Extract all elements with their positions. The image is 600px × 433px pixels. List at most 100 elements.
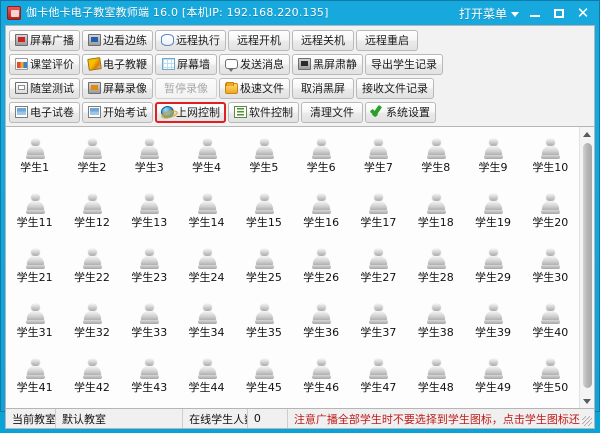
student-item[interactable]: 学生42 [63,353,120,408]
student-item[interactable]: 学生33 [121,298,178,353]
toolbar-button-2-0[interactable]: 随堂测试 [9,77,80,99]
student-item[interactable]: 学生15 [235,188,292,243]
student-item[interactable]: 学生5 [235,133,292,188]
toolbar-row-1: 屏幕广播 边看边练 远程执行 远程开机 远程关机 远程重启 [9,28,593,52]
student-item[interactable]: 学生22 [63,243,120,298]
toolbar-button-0-2[interactable]: 远程执行 [155,29,226,51]
student-avatar-icon [81,302,103,324]
toolbar-button-0-4[interactable]: 远程关机 [292,29,354,51]
open-menu-button[interactable]: 打开菜单 [455,5,523,22]
student-item[interactable]: 学生45 [235,353,292,408]
student-item[interactable]: 学生36 [292,298,349,353]
toolbar-button-3-3[interactable]: 软件控制 [228,101,299,123]
student-item[interactable]: 学生4 [178,133,235,188]
student-name: 学生24 [188,271,225,284]
student-item[interactable]: 学生2 [63,133,120,188]
student-item[interactable]: 学生50 [522,353,579,408]
student-item[interactable]: 学生21 [6,243,63,298]
student-item[interactable]: 学生8 [407,133,464,188]
student-item[interactable]: 学生7 [350,133,407,188]
toolbar-button-2-1[interactable]: 屏幕录像 [82,77,153,99]
student-avatar-icon [367,137,389,159]
toolbar-button-3-4[interactable]: 清理文件 [301,101,363,123]
student-item[interactable]: 学生1 [6,133,63,188]
student-item[interactable]: 学生23 [121,243,178,298]
toolbar-button-0-3[interactable]: 远程开机 [228,29,290,51]
student-name: 学生32 [73,326,110,339]
student-item[interactable]: 学生3 [121,133,178,188]
toolbar-button-1-1[interactable]: 电子教鞭 [82,53,153,75]
student-item[interactable]: 学生25 [235,243,292,298]
student-item[interactable]: 学生39 [464,298,521,353]
student-item[interactable]: 学生19 [464,188,521,243]
toolbar-button-label: 电子试卷 [30,105,74,119]
student-item[interactable]: 学生17 [350,188,407,243]
student-item[interactable]: 学生24 [178,243,235,298]
student-grid[interactable]: 学生1 学生2 学生3 学生4 学生5 学生6 学生7 学生8 学生9 学生10 学生11 学生12 学… [6,127,579,408]
student-item[interactable]: 学生49 [464,353,521,408]
scrollbar-track[interactable] [580,141,595,394]
student-item[interactable]: 学生10 [522,133,579,188]
student-item[interactable]: 学生46 [292,353,349,408]
student-item[interactable]: 学生28 [407,243,464,298]
student-item[interactable]: 学生47 [350,353,407,408]
toolbar-button-2-4[interactable]: 取消黑屏 [292,77,354,99]
student-item[interactable]: 学生40 [522,298,579,353]
toolbar-button-3-0[interactable]: 电子试卷 [9,101,80,123]
toolbar-button-3-2[interactable]: 上网控制 [155,101,226,123]
student-item[interactable]: 学生13 [121,188,178,243]
student-avatar-icon [310,192,332,214]
toolbar-button-2-5[interactable]: 接收文件记录 [356,77,434,99]
close-button[interactable]: ✕ [571,2,595,24]
student-item[interactable]: 学生30 [522,243,579,298]
student-item[interactable]: 学生26 [292,243,349,298]
student-item[interactable]: 学生41 [6,353,63,408]
toolbar-button-3-5[interactable]: 系统设置 [365,101,436,123]
student-avatar-icon [196,192,218,214]
student-item[interactable]: 学生9 [464,133,521,188]
toolbar-button-1-4[interactable]: 黑屏肃静 [292,53,363,75]
toolbar-button-1-0[interactable]: 课堂评价 [9,53,80,75]
student-name: 学生38 [417,326,454,339]
student-avatar-icon [138,137,160,159]
student-item[interactable]: 学生43 [121,353,178,408]
student-item[interactable]: 学生18 [407,188,464,243]
student-item[interactable]: 学生35 [235,298,292,353]
student-item[interactable]: 学生12 [63,188,120,243]
student-name: 学生17 [360,216,397,229]
toolbar-button-0-5[interactable]: 远程重启 [356,29,418,51]
student-item[interactable]: 学生11 [6,188,63,243]
minimize-button[interactable] [523,2,547,24]
toolbar-button-0-0[interactable]: 屏幕广播 [9,29,80,51]
toolbar-button-2-3[interactable]: 极速文件 [219,77,290,99]
student-item[interactable]: 学生31 [6,298,63,353]
toolbar-button-1-5[interactable]: 导出学生记录 [365,53,443,75]
student-item[interactable]: 学生16 [292,188,349,243]
scroll-up-button[interactable] [580,127,595,141]
student-item[interactable]: 学生34 [178,298,235,353]
student-item[interactable]: 学生27 [350,243,407,298]
scroll-down-button[interactable] [580,394,595,408]
toolbar-button-3-1[interactable]: 开始考试 [82,101,153,123]
student-item[interactable]: 学生37 [350,298,407,353]
student-list-scrollbar[interactable] [579,127,594,408]
toolbar-button-label: 随堂测试 [30,81,74,95]
student-item[interactable]: 学生32 [63,298,120,353]
student-item[interactable]: 学生44 [178,353,235,408]
toolbar-button-0-1[interactable]: 边看边练 [82,29,153,51]
scrollbar-thumb[interactable] [582,143,592,388]
student-name: 学生14 [188,216,225,229]
student-name: 学生1 [20,161,50,174]
student-item[interactable]: 学生29 [464,243,521,298]
maximize-button[interactable] [547,2,571,24]
student-item[interactable]: 学生38 [407,298,464,353]
toolbar-button-label: 远程执行 [176,33,220,47]
message-bubble-icon [225,59,238,72]
toolbar-button-1-3[interactable]: 发送消息 [219,53,290,75]
student-name: 学生36 [303,326,340,339]
student-item[interactable]: 学生20 [522,188,579,243]
toolbar-button-1-2[interactable]: 屏幕墙 [155,53,217,75]
student-item[interactable]: 学生6 [292,133,349,188]
student-item[interactable]: 学生48 [407,353,464,408]
student-item[interactable]: 学生14 [178,188,235,243]
